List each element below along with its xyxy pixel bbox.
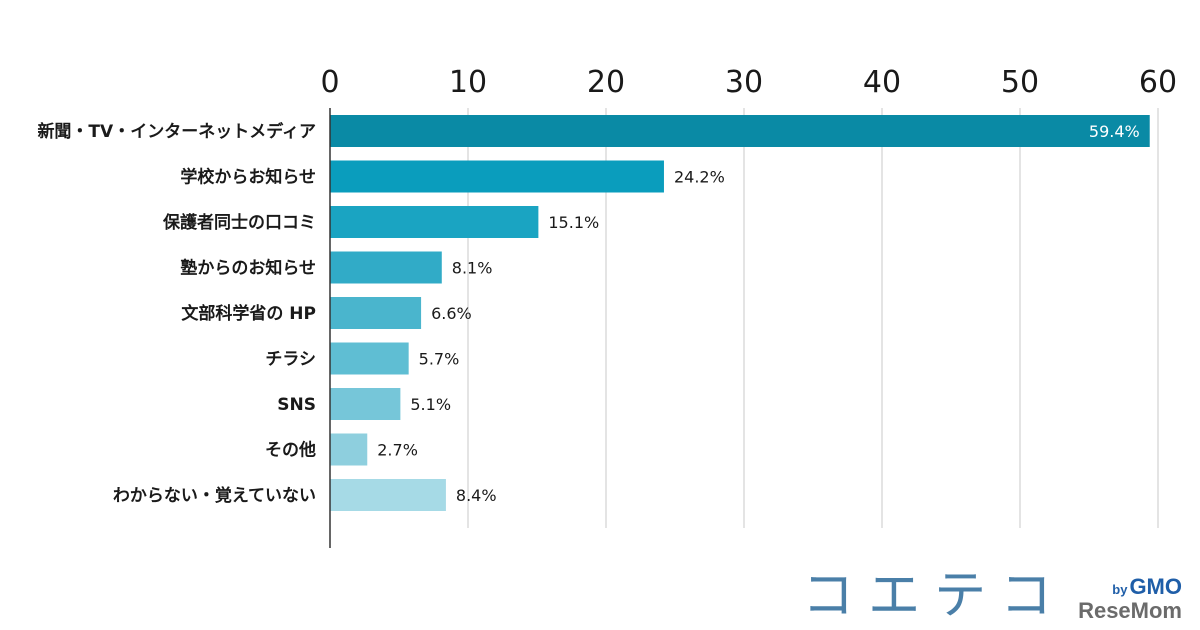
bar xyxy=(330,479,446,511)
x-tick-label: 20 xyxy=(587,65,625,100)
logo-main-text: コエテコ xyxy=(802,566,1067,626)
x-tick-label: 60 xyxy=(1139,65,1177,100)
logo-by-text: by xyxy=(1112,582,1128,597)
value-label: 5.1% xyxy=(410,395,451,414)
x-tick-label: 40 xyxy=(863,65,901,100)
logo-resemom-text: ReseMom xyxy=(1078,598,1182,623)
value-labels: 59.4% 24.2% 15.1% 8.1% 6.6% 5.7% 5.1% 2.7% 8.4% xyxy=(377,122,1139,505)
x-axis-ticks: 0 10 20 30 40 50 60 xyxy=(320,65,1177,100)
logo-side: byGMO ReseMom xyxy=(1078,576,1182,622)
category-labels: 新聞・TV・インターネットメディア学校からお知らせ保護者同士の口コミ塾からのお知… xyxy=(37,121,316,506)
category-label: 文部科学省の HP xyxy=(181,303,316,324)
value-label: 5.7% xyxy=(419,350,460,369)
x-tick-label: 10 xyxy=(449,65,487,100)
bar xyxy=(330,297,422,329)
category-label: チラシ xyxy=(265,350,316,370)
x-tick-label: 50 xyxy=(1001,65,1039,100)
x-tick-label: 0 xyxy=(320,65,339,100)
category-label: その他 xyxy=(265,440,316,461)
category-label: 保護者同士の口コミ xyxy=(162,212,316,233)
bar xyxy=(330,206,539,238)
logo-gmo-text: GMO xyxy=(1129,574,1182,599)
bars xyxy=(330,115,1150,511)
bar xyxy=(330,160,664,193)
koeteko-logo: コエテコ byGMO ReseMom xyxy=(802,570,1182,622)
bar xyxy=(330,388,401,420)
category-label: わからない・覚えていない xyxy=(113,485,316,506)
logo-by-gmo: byGMO xyxy=(1112,576,1182,598)
category-label: 塾からのお知らせ xyxy=(180,258,316,279)
value-label: 8.1% xyxy=(452,259,493,278)
value-label: 59.4% xyxy=(1089,122,1140,141)
bar xyxy=(330,251,442,284)
value-label: 2.7% xyxy=(377,441,418,460)
category-label: SNS xyxy=(277,395,316,415)
value-label: 15.1% xyxy=(548,213,599,232)
category-label: 新聞・TV・インターネットメディア xyxy=(37,121,316,142)
value-label: 6.6% xyxy=(431,304,472,323)
value-label: 8.4% xyxy=(456,486,497,505)
value-label: 24.2% xyxy=(674,168,725,187)
bar xyxy=(330,115,1150,147)
bar xyxy=(330,342,409,375)
x-tick-label: 30 xyxy=(725,65,763,100)
category-label: 学校からお知らせ xyxy=(180,167,316,188)
bar xyxy=(330,433,368,466)
